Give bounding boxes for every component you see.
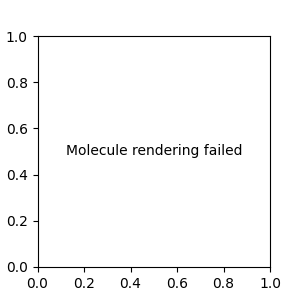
- Text: Molecule rendering failed: Molecule rendering failed: [65, 145, 242, 158]
